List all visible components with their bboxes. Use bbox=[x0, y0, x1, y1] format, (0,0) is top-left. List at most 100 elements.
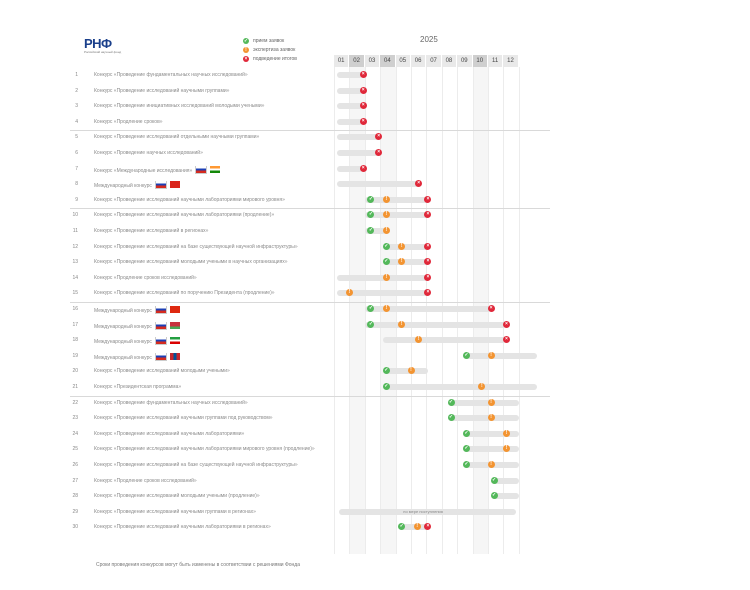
timeline-bar bbox=[383, 368, 428, 375]
exclamation-icon: ! bbox=[487, 398, 495, 406]
schedule-row: 3 Конкурс «Проведение инициативных исслед… bbox=[70, 99, 548, 114]
check-icon: ✓ bbox=[447, 398, 455, 406]
month-header-cell: 07 bbox=[426, 55, 442, 67]
exclamation-icon: ! bbox=[345, 289, 353, 297]
timeline-bar bbox=[337, 72, 364, 78]
russia-flag bbox=[195, 165, 208, 174]
check-icon: ✓ bbox=[243, 37, 249, 44]
schedule-row: 27 Конкурс «Продление сроков исследований… bbox=[70, 474, 548, 489]
exclamation-icon: ! bbox=[243, 46, 249, 53]
schedule-row: 21 Конкурс «Президентская программа» ✓! bbox=[70, 380, 548, 395]
schedule-row: 18 Международный конкурс! × bbox=[70, 333, 548, 348]
row-number: 5 bbox=[75, 134, 78, 141]
timeline-bar bbox=[337, 87, 364, 94]
month-header-cell: 02 bbox=[349, 55, 365, 67]
cross-icon: × bbox=[424, 258, 432, 266]
exclamation-icon: ! bbox=[398, 242, 406, 250]
schedule-row: 16 Международный конкурс ✓! × bbox=[70, 302, 548, 317]
group-divider bbox=[70, 302, 550, 303]
cross-icon: × bbox=[424, 289, 432, 297]
rnf-logo: РНФ Российский научный фонд bbox=[84, 36, 124, 62]
schedule-row: 24 Конкурс «Проведение исследований научн… bbox=[70, 427, 548, 442]
schedule-row: 23 Конкурс «Проведение исследований научн… bbox=[70, 411, 548, 426]
logo-text: РНФ bbox=[84, 36, 112, 51]
mongolia-flag bbox=[169, 352, 180, 360]
footnote: Сроки проведения конкурсов могут быть из… bbox=[96, 562, 300, 568]
cross-icon: × bbox=[487, 305, 495, 312]
bar-note: по мере поступления bbox=[403, 508, 443, 514]
schedule-row: 26 Конкурс «Проведение исследований на ба… bbox=[70, 458, 548, 473]
contest-name: Международный конкурс bbox=[94, 321, 326, 331]
timeline-bar bbox=[447, 399, 519, 406]
cross-icon: × bbox=[424, 195, 432, 203]
timeline-bar bbox=[463, 352, 538, 359]
exclamation-icon: ! bbox=[382, 273, 390, 281]
row-number: 3 bbox=[75, 103, 78, 110]
russia-flag bbox=[154, 337, 167, 346]
row-number: 11 bbox=[72, 228, 78, 234]
row-number: 29 bbox=[72, 508, 78, 515]
check-icon: ✓ bbox=[367, 320, 375, 328]
row-number: 22 bbox=[72, 399, 78, 406]
exclamation-icon: ! bbox=[415, 336, 423, 344]
schedule-row: 29 Конкурс «Проведение исследований научн… bbox=[70, 505, 548, 520]
timeline-bar bbox=[463, 430, 519, 437]
contest-name: Конкурс «Проведение исследований научным… bbox=[94, 196, 285, 203]
legend-label: подведение итогов bbox=[253, 55, 297, 62]
timeline-bar bbox=[364, 212, 428, 219]
row-number: 7 bbox=[75, 165, 78, 172]
timeline-bar bbox=[383, 243, 428, 250]
contest-name: Конкурс «Проведение исследований молодым… bbox=[94, 259, 288, 266]
timeline-bar bbox=[383, 337, 507, 344]
logo-subtitle: Российский научный фонд bbox=[84, 50, 122, 54]
group-divider bbox=[70, 130, 550, 132]
group-divider bbox=[70, 208, 550, 210]
row-number: 24 bbox=[72, 430, 78, 437]
schedule-row: 12 Конкурс «Проведение исследований на ба… bbox=[70, 240, 548, 255]
row-number: 4 bbox=[75, 118, 78, 125]
month-header-cell: 06 bbox=[410, 55, 427, 67]
row-number: 8 bbox=[75, 181, 78, 188]
exclamation-icon: ! bbox=[502, 429, 510, 437]
row-number: 23 bbox=[72, 415, 78, 422]
row-number: 2 bbox=[75, 87, 78, 94]
contest-name: Конкурс «Президентская программа» bbox=[94, 384, 182, 390]
contest-name: Международный конкурс bbox=[94, 352, 326, 362]
exclamation-icon: ! bbox=[487, 351, 495, 359]
iran-flag bbox=[169, 337, 180, 345]
schedule-row: 9 Конкурс «Проведение исследований научны… bbox=[70, 193, 548, 208]
india-flag bbox=[210, 165, 221, 173]
legend-item-results: × подведение итогов bbox=[243, 54, 297, 63]
timeline-bar bbox=[337, 181, 419, 188]
cross-icon: × bbox=[375, 133, 383, 141]
cross-icon: × bbox=[424, 523, 432, 531]
cross-icon: × bbox=[359, 86, 367, 94]
check-icon: ✓ bbox=[398, 523, 406, 531]
timeline-bar bbox=[364, 196, 428, 203]
legend: ✓ прием заявок ! экспертиза заявок × под… bbox=[243, 36, 297, 63]
contest-name: Конкурс «Проведение исследований научным… bbox=[94, 415, 273, 422]
contest-name: Конкурс «Проведение исследований по пору… bbox=[94, 290, 275, 297]
month-header-cell: 12 bbox=[503, 55, 519, 67]
month-header-cell: 11 bbox=[487, 55, 504, 67]
row-number: 17 bbox=[72, 321, 78, 328]
schedule-row: 13 Конкурс «Проведение исследований молод… bbox=[70, 255, 548, 270]
month-gridline bbox=[518, 67, 520, 554]
check-icon: ✓ bbox=[382, 258, 390, 266]
exclamation-icon: ! bbox=[382, 305, 390, 312]
schedule-row: 25 Конкурс «Проведение исследований научн… bbox=[70, 442, 548, 457]
month-header-cell: 01 bbox=[334, 55, 350, 67]
row-number: 25 bbox=[72, 446, 78, 453]
month-header-cell: 10 bbox=[472, 55, 488, 67]
schedule-row: 19 Международный конкурс ✓! bbox=[70, 349, 548, 364]
cross-icon: × bbox=[375, 149, 383, 156]
russia-flag bbox=[154, 321, 167, 330]
check-icon: ✓ bbox=[447, 414, 455, 422]
row-number: 13 bbox=[72, 259, 78, 266]
exclamation-icon: ! bbox=[502, 445, 510, 453]
contest-name: Конкурс «Проведение исследований отдельн… bbox=[94, 134, 260, 141]
timeline-bar bbox=[337, 103, 364, 110]
legend-item-submission: ✓ прием заявок bbox=[243, 36, 297, 45]
row-number: 1 bbox=[75, 72, 78, 78]
timeline-bar bbox=[463, 446, 519, 453]
